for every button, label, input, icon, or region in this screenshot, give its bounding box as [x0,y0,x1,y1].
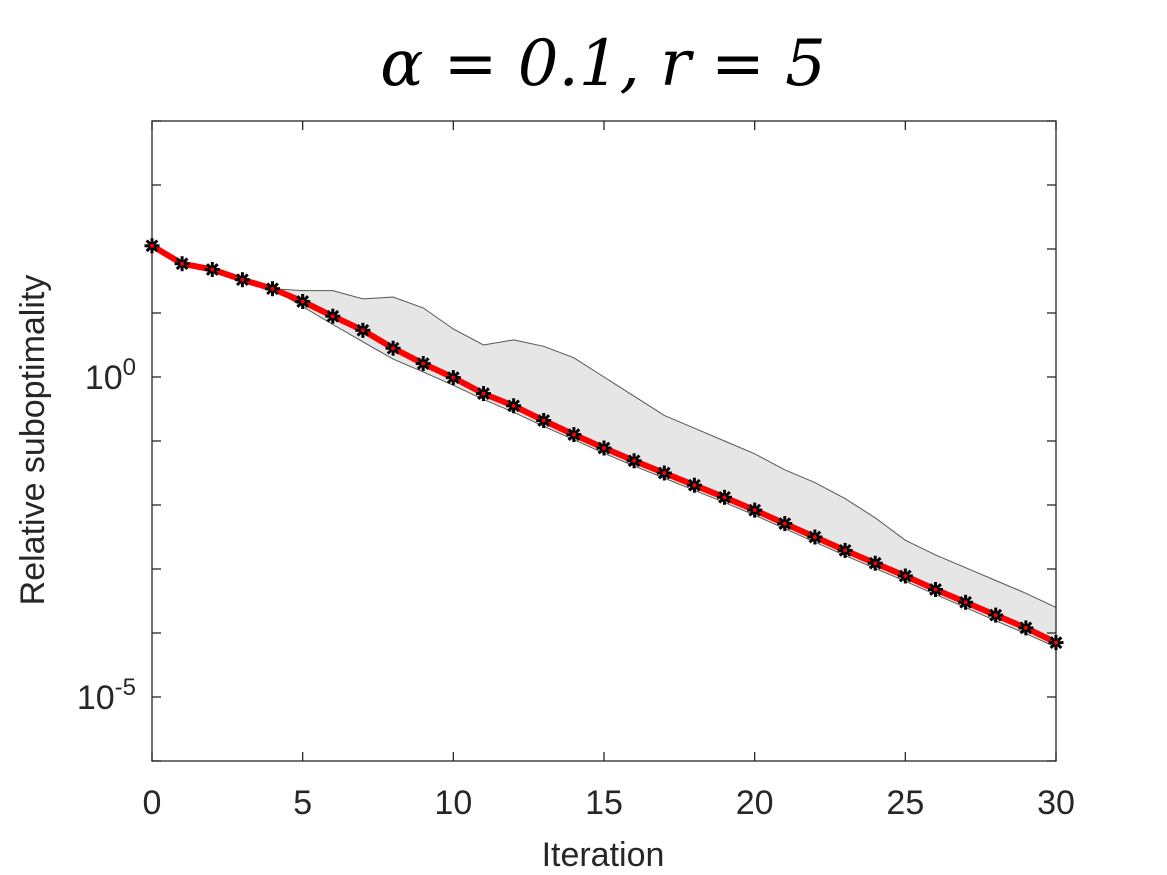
data-point-marker [415,356,431,372]
data-point-marker [144,238,160,254]
data-point-marker [807,529,823,545]
data-point-marker [958,594,974,610]
data-point-marker [295,294,311,309]
data-point-marker [656,465,672,481]
data-point-marker [204,262,220,277]
data-point-marker [1048,635,1064,651]
data-point-marker [1018,620,1034,636]
y-axis-label: Relative suboptimality [14,275,52,606]
x-tick-label: 10 [434,784,472,822]
x-tick-label: 25 [886,784,924,822]
data-point-marker [596,440,612,456]
x-tick-label: 30 [1037,784,1075,822]
data-point-marker [837,542,853,558]
data-point-marker [234,272,250,288]
data-point-marker [897,568,913,584]
data-point-marker [385,340,401,356]
x-axis-label: Iteration [542,836,665,874]
data-point-marker [325,308,341,324]
data-point-marker [626,453,642,469]
data-point-marker [928,582,943,597]
y-tick-label: 100 [85,354,136,397]
data-point-marker [777,516,793,532]
x-tick-label: 0 [143,784,162,822]
data-point-marker [265,281,280,297]
data-point-marker [355,322,371,338]
y-tick-label: 10-5 [77,674,136,717]
data-point-marker [686,477,702,493]
x-tick-label: 15 [585,784,623,822]
data-point-marker [566,427,582,443]
chart-title: α = 0.1, r = 5 [380,27,826,101]
x-tick-label: 20 [736,784,774,822]
x-tick-label: 5 [293,784,312,822]
data-point-marker [476,386,491,402]
data-point-marker [506,398,522,414]
data-point-marker [174,256,190,272]
data-point-marker [867,555,883,571]
data-point-marker [988,607,1004,623]
plot-area: 0 5 10 15 20 25 30 100 10-5 [77,120,1075,822]
data-point-marker [445,370,461,386]
data-point-marker [536,413,552,428]
data-point-marker [717,489,732,505]
data-point-marker [747,502,763,518]
